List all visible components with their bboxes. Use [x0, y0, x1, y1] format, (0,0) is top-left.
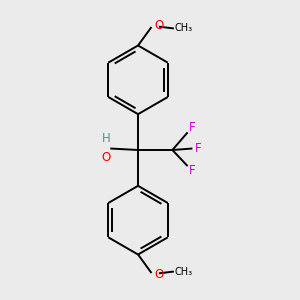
Text: CH₃: CH₃ [175, 23, 193, 34]
Text: F: F [188, 121, 195, 134]
Text: O: O [101, 151, 111, 164]
Text: F: F [188, 164, 195, 177]
Text: O: O [154, 268, 163, 281]
Text: H: H [102, 132, 110, 145]
Text: O: O [154, 19, 163, 32]
Text: CH₃: CH₃ [175, 266, 193, 277]
Text: F: F [194, 142, 201, 155]
